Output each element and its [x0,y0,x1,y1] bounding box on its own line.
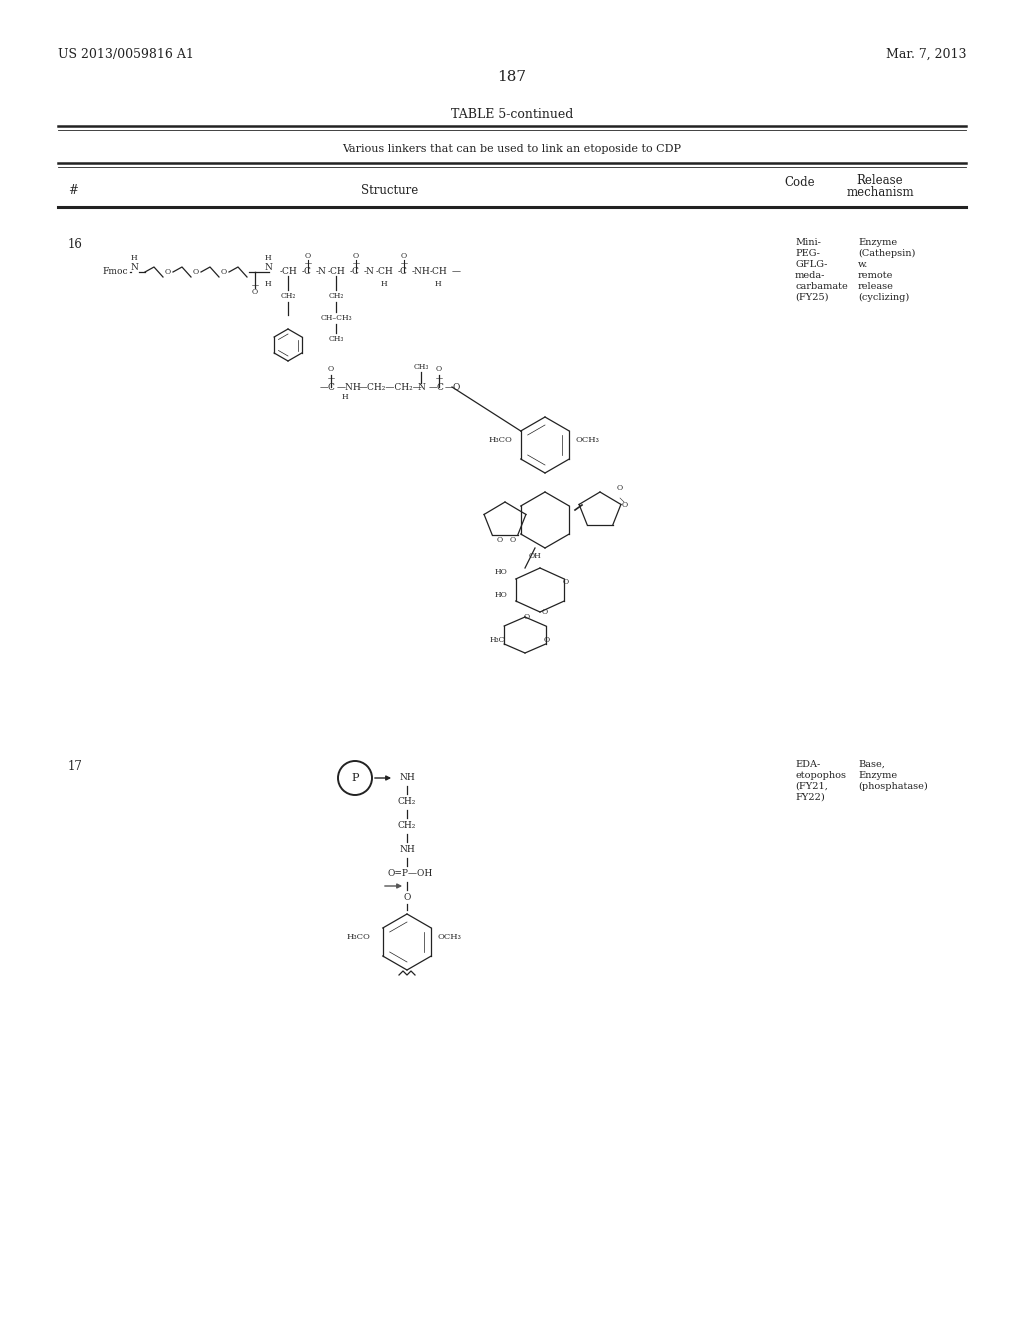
Text: N: N [130,263,138,272]
Text: O: O [353,252,359,260]
Text: H₃C: H₃C [490,636,506,644]
Text: -CH: -CH [328,268,346,276]
Text: -C: -C [350,268,359,276]
Text: H₃CO: H₃CO [347,933,371,941]
Text: O: O [401,252,408,260]
Text: HO: HO [495,568,508,576]
Text: Enzyme: Enzyme [858,238,897,247]
Text: —: — [452,268,461,276]
Text: CH₂: CH₂ [329,292,344,300]
Text: —C: —C [429,383,444,392]
Text: N: N [264,263,272,272]
Text: -N: -N [316,268,327,276]
Text: CH–CH₃: CH–CH₃ [321,314,352,322]
Text: O: O [497,536,503,544]
Text: —NH: —NH [337,383,361,392]
Text: O: O [305,252,311,260]
Text: Release: Release [857,174,903,187]
Text: NH: NH [399,774,415,783]
Text: 187: 187 [498,70,526,84]
Text: OCH₃: OCH₃ [438,933,462,941]
Text: O: O [542,609,548,616]
Text: CH₂: CH₂ [397,821,416,830]
Text: O: O [193,268,199,276]
Text: H: H [264,253,271,261]
Text: Base,: Base, [858,760,885,770]
Text: (cyclizing): (cyclizing) [858,293,909,302]
Text: —C: —C [319,383,336,392]
Text: -CH: -CH [376,268,394,276]
Text: Mar. 7, 2013: Mar. 7, 2013 [886,48,966,61]
Text: -NH: -NH [412,268,431,276]
Text: release: release [858,282,894,290]
Text: w.: w. [858,260,868,269]
Text: O: O [563,578,569,586]
Text: 17: 17 [68,760,83,774]
Text: US 2013/0059816 A1: US 2013/0059816 A1 [58,48,194,61]
Text: Fmoc: Fmoc [102,268,128,276]
Text: O: O [524,612,530,620]
Text: (FY21,: (FY21, [795,781,827,791]
Text: CH₂: CH₂ [397,797,416,807]
Text: —O: —O [445,383,462,392]
Text: O: O [328,366,334,374]
Text: H: H [381,280,387,288]
Text: O: O [544,636,550,644]
Text: carbamate: carbamate [795,282,848,290]
Text: NH: NH [399,846,415,854]
Text: O: O [510,536,516,544]
Text: CH₂: CH₂ [281,292,296,300]
Text: (FY25): (FY25) [795,293,828,302]
Text: #: # [68,183,78,197]
Text: O: O [165,268,171,276]
Text: CH₃: CH₃ [329,335,344,343]
Text: -CH: -CH [430,268,447,276]
Text: O: O [403,892,411,902]
Text: H₃CO: H₃CO [489,436,513,444]
Text: -N: -N [364,268,375,276]
Text: Mini-: Mini- [795,238,821,247]
Text: O: O [622,502,628,510]
Text: meda-: meda- [795,271,825,280]
Text: Various linkers that can be used to link an etoposide to CDP: Various linkers that can be used to link… [342,144,682,154]
Text: GFLG-: GFLG- [795,260,827,269]
Text: etopophos: etopophos [795,771,846,780]
Text: Structure: Structure [361,183,419,197]
Text: remote: remote [858,271,893,280]
Text: N: N [417,383,425,392]
Text: H: H [264,280,271,288]
Text: -CH: -CH [280,268,298,276]
Text: OCH₃: OCH₃ [575,436,600,444]
Text: TABLE 5-continued: TABLE 5-continued [451,108,573,121]
Text: (Cathepsin): (Cathepsin) [858,249,915,259]
Text: PEG-: PEG- [795,249,820,257]
Text: O: O [252,288,258,296]
Text: P: P [351,774,358,783]
Text: H: H [434,280,441,288]
Text: mechanism: mechanism [846,186,913,199]
Text: O: O [436,366,442,374]
Text: O: O [616,484,623,492]
Text: -C: -C [398,268,408,276]
Text: -C: -C [302,268,312,276]
Text: Code: Code [784,177,815,190]
Text: 16: 16 [68,238,83,251]
Text: Enzyme: Enzyme [858,771,897,780]
Text: EDA-: EDA- [795,760,820,770]
Text: (phosphatase): (phosphatase) [858,781,928,791]
Text: H: H [342,393,348,401]
Text: HO: HO [495,591,508,599]
Text: —CH₂—CH₂—: —CH₂—CH₂— [359,383,423,392]
Text: CH₃: CH₃ [414,363,429,371]
Text: H: H [131,253,137,261]
Text: O=P—OH: O=P—OH [387,870,432,879]
Text: OH: OH [528,552,542,560]
Text: O: O [221,268,227,276]
Text: FY22): FY22) [795,793,824,803]
